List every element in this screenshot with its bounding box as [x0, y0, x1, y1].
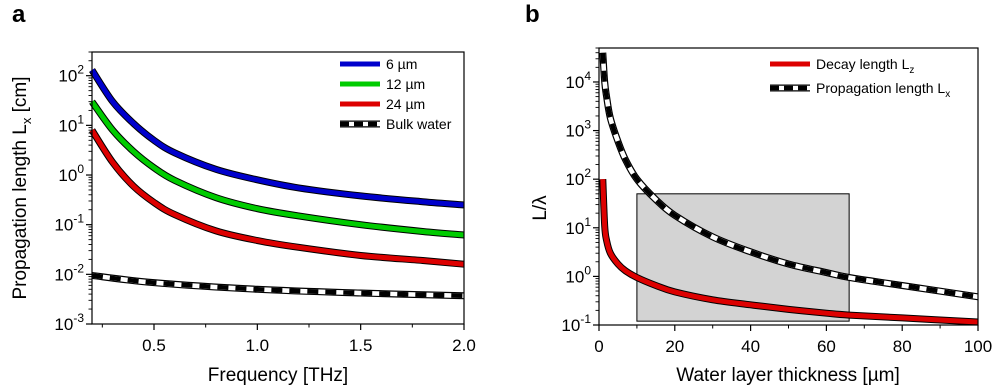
panel-b-ytick-exp: 2 [584, 166, 591, 180]
panel-a-legend-label-0: 6 µm [386, 56, 417, 72]
panel-b-letter: b [525, 1, 540, 28]
panel-b-xtick-label: 60 [817, 337, 836, 356]
panel-a-xtick-label: 2.0 [452, 336, 476, 355]
panel-a-ytick-exp: -3 [73, 311, 84, 325]
panel-a-legend-label-1: 12 µm [386, 76, 425, 92]
panel-b-ytick-exp: 0 [584, 263, 591, 277]
panel-a-ytick-base: 10 [58, 67, 77, 86]
panel-b-ytick-base: 10 [565, 170, 584, 189]
panel-a-ytick-base: 10 [58, 116, 77, 135]
panel-a-series-1-line [89, 100, 465, 238]
panel-a-ytick-exp: 1 [77, 112, 84, 126]
panel-b-legend-label-sub-0: z [909, 65, 914, 76]
panel-a-ytick-exp: -1 [73, 212, 84, 226]
panel-a-ytick-label: 100 [58, 162, 84, 185]
panel-a-letter: a [12, 1, 26, 28]
panel-a-ytick-label: 10-2 [54, 261, 84, 284]
panel-a-ytick-base: 10 [54, 315, 73, 334]
panel-a-ytick-exp: 2 [77, 63, 84, 77]
panel-b-xtick-label: 20 [665, 337, 684, 356]
panel-b-legend: Decay length Lz Propagation length Lx [770, 56, 950, 100]
panel-a-legend-label-2: 24 µm [386, 96, 425, 112]
panel-a-xtick-label: 1.5 [349, 336, 373, 355]
panel-a-ytick-label: 10-1 [54, 212, 84, 235]
panel-a-xtick-label: 1.0 [246, 336, 270, 355]
panel-b-xlabel: Water layer thickness [µm] [676, 365, 900, 386]
panel-b-legend-label-sub-1: x [945, 89, 950, 100]
panel-b-ytick-exp: 4 [584, 69, 591, 83]
panel-b-ytick-base: 10 [565, 73, 584, 92]
panel-a-ytick-label: 101 [58, 112, 84, 135]
panel-a-ytick-base: 10 [54, 265, 73, 284]
panel-a-series-0-line [89, 68, 465, 208]
panel-a-series-3-dashes [91, 273, 465, 299]
panel-b-marks [599, 52, 979, 326]
panel-b-ytick-label: 100 [565, 263, 591, 286]
panel-b-ytick-label: 104 [565, 69, 591, 92]
panel-b-ytick-label: 101 [565, 215, 591, 238]
panel-a-ylabel-unit: [cm] [10, 76, 31, 117]
panel-b-series-0-line [600, 179, 979, 325]
panel-b-ytick-exp: -1 [580, 312, 591, 326]
panel-b-ytick-base: 10 [565, 267, 584, 286]
panel-b-xtick-label: 40 [741, 337, 760, 356]
panel-a-ytick-base: 10 [54, 216, 73, 235]
panel-a-legend-label-3: Bulk water [386, 116, 452, 132]
panel-b-ytick-exp: 1 [584, 215, 591, 229]
panel-a-ytick-base: 10 [58, 166, 77, 185]
panel-a-series-2-line [89, 128, 465, 267]
panel-a-ytick-exp: 0 [77, 162, 84, 176]
panel-b-xtick-label: 100 [964, 337, 992, 356]
panel-b-legend-label-1: Propagation length Lx [816, 80, 950, 100]
panel-a-frame [91, 51, 465, 325]
panel-a-ylabel-main: Propagation length L [10, 124, 31, 299]
panel-b-ytick-base: 10 [565, 219, 584, 238]
panel-a-ylabel-sub: x [19, 117, 34, 124]
panel-b-ytick-base: 10 [561, 316, 580, 335]
panel-b-ytick-base: 10 [565, 122, 584, 141]
panel-a-ytick-label: 10-3 [54, 311, 84, 334]
panel-a-ylabel: Propagation length Lx [cm] [10, 76, 34, 299]
panel-a-marks [89, 68, 465, 300]
panel-b-legend-label-main-1: Propagation length L [816, 80, 945, 96]
panel-b-ytick-label: 102 [565, 166, 591, 189]
panel-b-xtick-label: 80 [893, 337, 912, 356]
panel-a-ytick-label: 102 [58, 63, 84, 86]
panel-a-ytick-exp: -2 [73, 261, 84, 275]
panel-a-xlabel: Frequency [THz] [208, 365, 348, 386]
panel-b-ytick-exp: 3 [584, 118, 591, 132]
panel-b-ylabel: L/λ [530, 195, 551, 221]
panel-b-xtick-label: 0 [594, 337, 603, 356]
panel-a-xtick-label: 0.5 [142, 336, 166, 355]
panel-b-legend-label-main-0: Decay length L [816, 56, 910, 72]
panel-a-legend: 6 µm 12 µm 24 µm Bulk water [340, 56, 452, 132]
panel-b-ytick-label: 103 [565, 118, 591, 141]
panel-b-series-1-dashes [600, 52, 979, 300]
panel-b-ytick-label: 10-1 [561, 312, 591, 335]
panel-b-legend-label-0: Decay length Lz [816, 56, 914, 76]
